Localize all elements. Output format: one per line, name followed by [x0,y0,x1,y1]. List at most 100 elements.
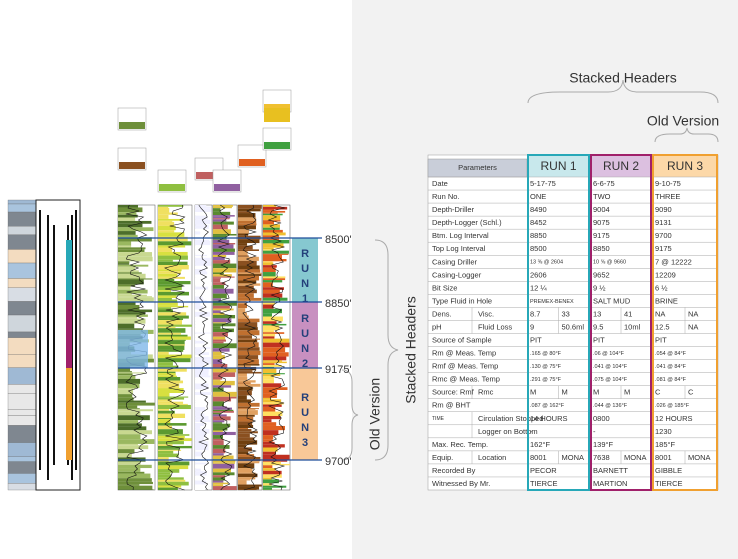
track-fill [195,332,212,334]
track-fill [158,315,189,319]
track-fill [238,386,253,391]
track-fill [263,479,279,484]
cell-value: NA [655,309,665,318]
track-fill [263,276,286,279]
track-fill [263,435,274,440]
track-fill [213,224,228,230]
track-fill [118,217,136,221]
track-fill [213,463,235,469]
track-fill [158,441,184,445]
track-fill [238,283,261,286]
track-fill [158,472,171,475]
cell-value: NA [688,309,698,318]
track-fill [158,336,191,340]
cell-value: .041 @ 84°F [655,364,687,370]
track-fill [263,387,288,390]
track-fill [238,421,253,425]
track-fill [118,314,148,317]
track-fill [195,231,201,235]
track-fill [238,444,246,448]
run-label: RUN2 [299,313,311,373]
track-fill [263,399,282,403]
track-fill [195,347,211,349]
track-fill [195,331,203,333]
track-fill [158,419,171,424]
track-fill [158,448,180,450]
track-fill [263,430,279,436]
cell-value: .130 @ 75°F [530,364,562,370]
run-bar [66,300,72,368]
track-fill [263,485,287,488]
track-fill [118,297,154,303]
track-fill [158,423,187,426]
track-fill [195,458,209,460]
track-fill [158,403,188,405]
track-fill [158,324,192,327]
track-fill [238,249,259,251]
track-fill [213,387,224,392]
track-fill [213,260,231,264]
cell-value: TWO [593,192,611,201]
cell-value: 6-6-75 [593,179,615,188]
track-fill [238,395,247,400]
track-fill [195,348,202,353]
cell-value: TIERCE [655,479,683,488]
row-label: Btm. Log Interval [432,231,489,240]
track-fill [263,221,274,225]
track-fill [263,379,275,384]
track-fill [238,383,261,387]
track-fill [238,468,253,473]
track-fill [195,459,202,463]
track-fill [195,441,209,446]
cell-value: 8001 [655,453,672,462]
track-header-swatch [264,142,290,149]
track-fill [158,208,170,213]
track-fill [118,415,150,421]
track-fill [118,420,139,424]
cell-value: 50.6ml [562,322,585,331]
depth-label: 9700' [325,456,352,468]
track-fill [263,459,288,462]
cell-value: MONA [562,453,585,462]
cell-value: 12 ¼ [530,283,547,292]
track-fill [213,431,236,436]
header-cell [652,155,718,177]
track-fill [195,253,202,255]
track-fill [118,245,132,248]
track-fill [263,463,290,466]
track-fill [158,212,178,215]
track-fill [118,445,149,450]
header-cell [527,155,590,177]
depth-label: 9175' [325,364,352,376]
track-fill [195,302,201,307]
color-scale [264,108,290,122]
track-fill [195,296,203,299]
track-fill [195,215,208,220]
track-fill [195,388,209,390]
track-fill [195,423,205,426]
row-label: Max. Rec. Temp. [432,440,488,449]
track-fill [263,262,274,266]
track-fill [195,271,208,275]
annotation: Old Version [367,378,383,450]
track-fill [238,472,256,474]
track-fill [263,406,276,412]
track-fill [118,234,138,238]
track-fill [118,423,142,427]
track-fill [195,324,203,328]
table-bg [427,154,719,491]
track-fill [213,244,234,249]
track-fill [263,333,276,337]
track-fill [263,487,273,490]
track-fill [118,328,142,330]
cell-value: 8850 [530,231,547,240]
track-fill [238,433,250,438]
track-fill [213,221,234,225]
track-fill [238,429,252,432]
track-fill [195,390,201,393]
track-fill [195,359,211,365]
cell-value: - [593,427,596,436]
track-fill [158,410,175,414]
row-label: Type Fluid in Hole [432,296,492,305]
cell-value: GIBBLE [655,466,682,475]
